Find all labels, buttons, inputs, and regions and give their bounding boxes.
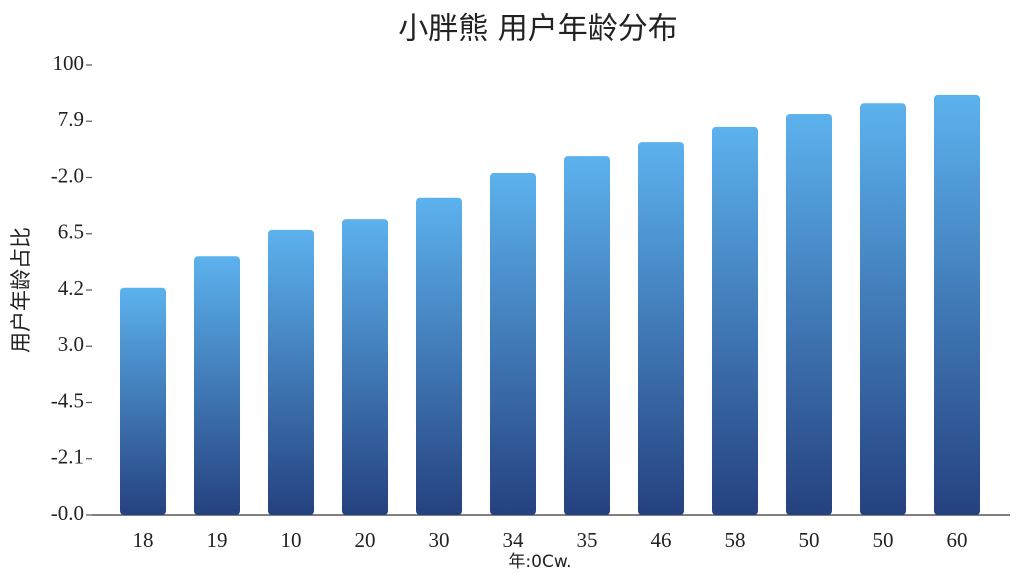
x-tick-label: 58	[725, 528, 746, 552]
x-tick-label: 10	[281, 528, 302, 552]
x-tick-label: 50	[799, 528, 820, 552]
x-tick-label: 18	[133, 528, 154, 552]
bar	[490, 173, 536, 515]
bar	[934, 94, 980, 515]
bar	[564, 156, 610, 515]
x-axis-label: 年:0Cw.	[508, 552, 571, 572]
y-tick-label: 6.5	[58, 220, 84, 244]
x-tick-label: 20	[355, 528, 376, 552]
bar	[416, 197, 462, 515]
bar	[268, 229, 314, 515]
bar	[342, 219, 388, 515]
y-tick-label: 7.9	[58, 107, 84, 131]
y-tick-label: 4.2	[58, 276, 84, 300]
x-tick-label: 30	[429, 528, 450, 552]
x-tick-label: 19	[207, 528, 228, 552]
bar	[638, 142, 684, 515]
y-tick-label: -4.5	[51, 388, 84, 412]
chart-title: 小胖熊 用户年龄分布	[398, 12, 678, 47]
x-tick-label: 35	[577, 528, 598, 552]
y-tick-label: 100	[53, 51, 85, 75]
bar	[120, 287, 166, 515]
y-axis-label: 用户年龄占比	[9, 227, 33, 353]
y-tick-label: 3.0	[58, 332, 84, 356]
y-tick-label: -2.1	[51, 445, 84, 469]
bar	[860, 103, 906, 515]
y-tick-label: -2.0	[51, 163, 84, 187]
y-tick-label: -0.0	[51, 501, 84, 525]
bar	[786, 113, 832, 515]
x-tick-label: 50	[873, 528, 894, 552]
x-tick-label: 34	[503, 528, 525, 552]
bar	[712, 126, 758, 515]
x-tick-label: 60	[947, 528, 968, 552]
x-tick-label: 46	[651, 528, 672, 552]
bar	[194, 256, 240, 515]
